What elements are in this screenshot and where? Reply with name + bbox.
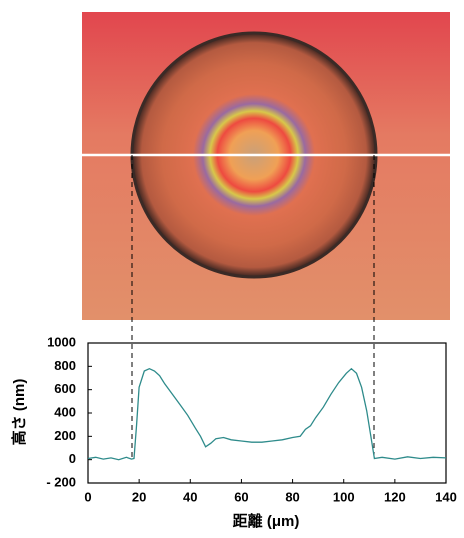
plot-frame (87, 342, 447, 484)
x-tick-label: 20 (132, 489, 146, 504)
x-tick-label: 60 (234, 489, 248, 504)
x-tick-label: 80 (285, 489, 299, 504)
x-tick-label: 0 (84, 489, 91, 504)
x-tick-label: 40 (183, 489, 197, 504)
y-tick-label: 600 (54, 381, 76, 396)
y-tick-label: 200 (54, 428, 76, 443)
y-tick-label: 400 (54, 404, 76, 419)
x-axis-label: 距離 (μm) (233, 512, 300, 530)
y-tick-label: 1000 (47, 334, 76, 349)
y-tick-label: 0 (69, 451, 76, 466)
profile-line (87, 367, 447, 461)
x-tick-label: 100 (333, 489, 355, 504)
y-tick-label: - 200 (46, 474, 76, 489)
y-axis-label: 高さ (nm) (10, 379, 28, 446)
micrograph (82, 12, 450, 320)
y-tick-label: 800 (54, 358, 76, 373)
x-tick-label: 120 (384, 489, 406, 504)
x-tick-label: 140 (435, 489, 457, 504)
